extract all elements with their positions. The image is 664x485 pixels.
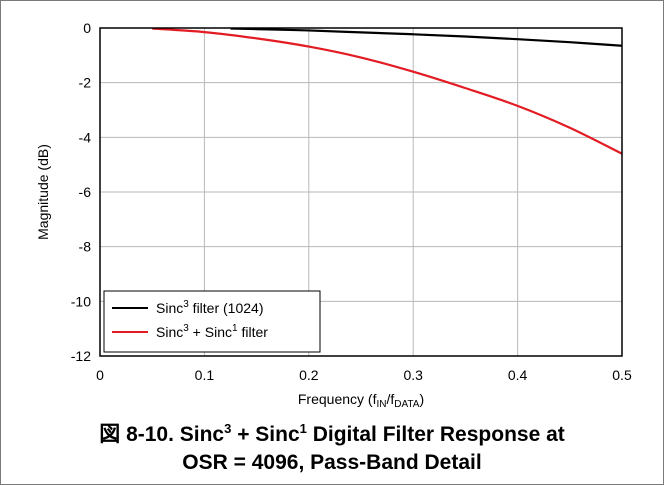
series-line-sinc3	[230, 27, 623, 47]
figure-caption: 図 8-10. Sinc3 + Sinc1 Digital Filter Res…	[0, 421, 664, 477]
x-tick-labels: 0 0.1 0.2 0.3 0.4 0.5	[96, 367, 632, 383]
y-tick-label: -8	[79, 239, 92, 255]
y-tick-label: -4	[79, 129, 92, 145]
legend-box	[103, 290, 321, 353]
series-line-sinc3-sinc1	[152, 27, 623, 155]
legend: Sinc3 filter (1024) Sinc3 + Sinc1 filter	[103, 290, 321, 353]
legend-label-sinc3-sinc1: Sinc3 + Sinc1 filter	[156, 323, 268, 340]
legend-label-sinc3: Sinc3 filter (1024)	[156, 299, 264, 316]
x-tick-label: 0	[96, 367, 104, 383]
x-tick-label: 0.4	[508, 367, 528, 383]
caption-line-2: OSR = 4096, Pass-Band Detail	[182, 451, 482, 474]
x-axis-label: Frequency (fIN/fDATA)	[298, 391, 424, 410]
line-chart: 0 0.1 0.2 0.3 0.4 0.5 0 -2 -4 -6 -8 -10 -12 Frequen…	[35, 20, 632, 410]
x-tick-label: 0.2	[299, 367, 319, 383]
y-tick-label: -2	[79, 75, 92, 91]
series-group	[152, 27, 623, 155]
y-tick-label: -6	[79, 184, 92, 200]
x-tick-label: 0.3	[403, 367, 423, 383]
x-tick-label: 0.5	[612, 367, 632, 383]
y-tick-label: 0	[83, 20, 91, 36]
plot-area-border	[99, 27, 623, 357]
y-tick-label: -12	[71, 348, 91, 364]
y-tick-label: -10	[71, 293, 91, 309]
caption-line-1: 図 8-10. Sinc3 + Sinc1 Digital Filter Res…	[99, 421, 565, 446]
x-tick-label: 0.1	[195, 367, 215, 383]
y-tick-labels: 0 -2 -4 -6 -8 -10 -12	[71, 20, 91, 364]
y-axis-label: Magnitude (dB)	[35, 144, 51, 240]
